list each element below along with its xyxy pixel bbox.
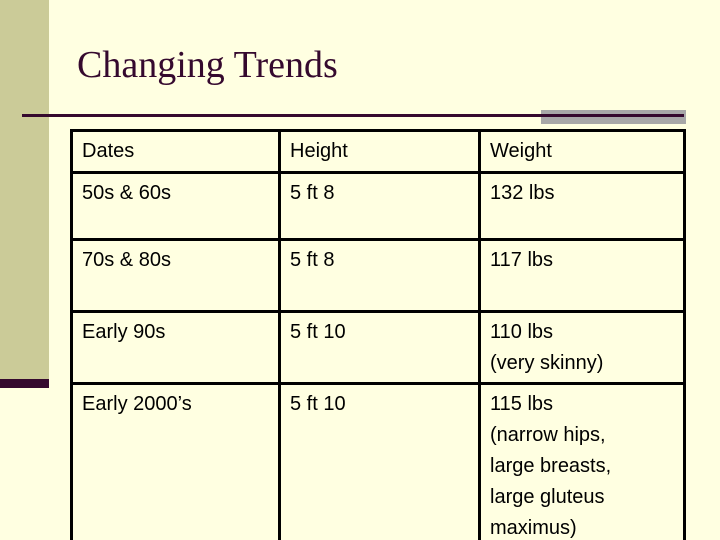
dates-cell: 70s & 80s (70, 238, 281, 313)
dates-cell: Early 90s (70, 310, 281, 385)
weight-cell: 115 lbs (narrow hips, large breasts, lar… (478, 382, 686, 540)
title-underline-gray-accent (541, 110, 686, 124)
weight-cell: 117 lbs (478, 238, 686, 313)
column-header-weight: Weight (478, 129, 686, 174)
height-cell: 5 ft 8 (278, 171, 481, 241)
weight-value: 110 lbs (490, 321, 554, 343)
left-accent-underbar (0, 379, 49, 388)
weight-note-line: large gluteus (490, 486, 605, 508)
weight-value: 132 lbs (490, 182, 555, 204)
weight-note-line: large breasts, (490, 455, 612, 477)
table-row: 70s & 80s 5 ft 8 117 lbs (70, 238, 686, 313)
height-cell: 5 ft 10 (278, 382, 481, 540)
weight-value: 115 lbs (490, 393, 554, 415)
left-accent-bar (0, 0, 49, 379)
dates-cell: 50s & 60s (70, 171, 281, 241)
table-row: Early 90s 5 ft 10 110 lbs (very skinny) (70, 310, 686, 385)
weight-value: 117 lbs (490, 249, 554, 271)
weight-note-line: maximus) (490, 517, 577, 539)
table-header-row: Dates Height Weight (70, 129, 686, 174)
table-row: 50s & 60s 5 ft 8 132 lbs (70, 171, 686, 241)
weight-cell: 110 lbs (very skinny) (478, 310, 686, 385)
title-underline (22, 114, 684, 117)
slide-title: Changing Trends (77, 44, 338, 86)
dates-cell: Early 2000’s (70, 382, 281, 540)
column-header-dates: Dates (70, 129, 281, 174)
height-cell: 5 ft 10 (278, 310, 481, 385)
column-header-height: Height (278, 129, 481, 174)
height-cell: 5 ft 8 (278, 238, 481, 313)
weight-note-line: (very skinny) (490, 352, 604, 374)
table-row: Early 2000’s 5 ft 10 115 lbs (narrow hip… (70, 382, 686, 540)
trends-table: Dates Height Weight 50s & 60s 5 ft 8 132… (70, 129, 686, 540)
weight-note-line: (narrow hips, (490, 424, 606, 446)
weight-cell: 132 lbs (478, 171, 686, 241)
